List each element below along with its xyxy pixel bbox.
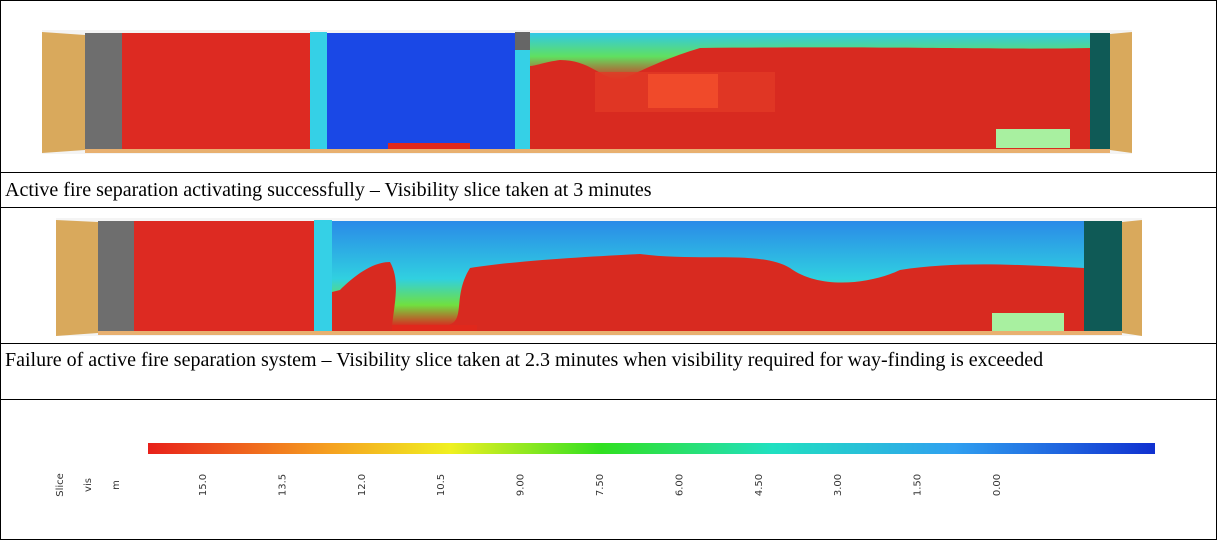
legend-tick: 12.0 xyxy=(357,474,368,496)
legend-label: Slice xyxy=(55,473,66,497)
simulation-image-2 xyxy=(56,218,1142,336)
figure-table: Slice vis m 15.0 13.5 12.0 10.5 9.00 7.50 6.00 4.5… xyxy=(0,0,1217,540)
legend-tick: 0.00 xyxy=(992,474,1003,496)
colorbar xyxy=(148,443,1155,454)
legend-tick: 1.50 xyxy=(913,474,924,496)
legend: Slice vis m 15.0 13.5 12.0 10.5 9.00 7.50 6.00 4.5… xyxy=(55,473,1003,497)
caption: Active fire separation activating succes… xyxy=(5,178,1209,202)
legend-tick: 3.00 xyxy=(833,474,844,496)
document: Slice vis m 15.0 13.5 12.0 10.5 9.00 7.50 6.00 4.5… xyxy=(0,0,1217,540)
legend-tick: 13.5 xyxy=(277,474,288,496)
legend-tick: 15.0 xyxy=(198,474,209,496)
simulation-image-1 xyxy=(42,30,1132,154)
legend-tick: 10.5 xyxy=(436,474,447,496)
legend-tick: 7.50 xyxy=(595,474,606,496)
legend-tick: 9.00 xyxy=(516,474,527,496)
legend-label: vis xyxy=(83,478,94,492)
legend-label: m xyxy=(111,480,122,490)
caption: Failure of active fire separation system… xyxy=(5,348,1209,372)
legend-tick: 6.00 xyxy=(674,474,685,496)
legend-tick: 4.50 xyxy=(754,474,765,496)
